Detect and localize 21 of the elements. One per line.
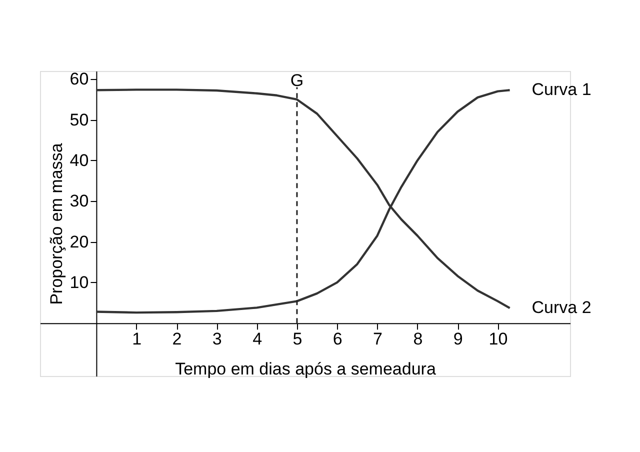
x-tick-label: 2 <box>172 330 182 349</box>
x-tick-label: 9 <box>453 330 463 349</box>
y-tick-label: 60 <box>70 70 89 89</box>
ref-line-label: G <box>290 71 304 90</box>
y-tick-label: 10 <box>70 272 89 292</box>
y-tick-label: 40 <box>70 150 89 170</box>
x-tick-label: 8 <box>413 330 423 349</box>
x-tick-label: 1 <box>132 330 142 349</box>
x-tick-label: 10 <box>488 330 508 349</box>
y-tick-label: 50 <box>70 110 89 130</box>
y-tick-label: 20 <box>70 232 89 252</box>
y-axis-title: Proporção em massa <box>46 142 66 305</box>
x-tick-label: 5 <box>292 330 302 349</box>
series-label: Curva 2 <box>532 298 592 318</box>
x-tick-label: 6 <box>332 330 342 349</box>
x-axis-title: Tempo em dias após a semeadura <box>175 360 436 379</box>
y-tick-label: 30 <box>70 192 89 211</box>
x-tick-label: 7 <box>373 330 383 349</box>
x-tick-label: 4 <box>252 330 262 349</box>
x-tick-label: 3 <box>212 330 222 349</box>
series-label: Curva 1 <box>532 80 592 100</box>
